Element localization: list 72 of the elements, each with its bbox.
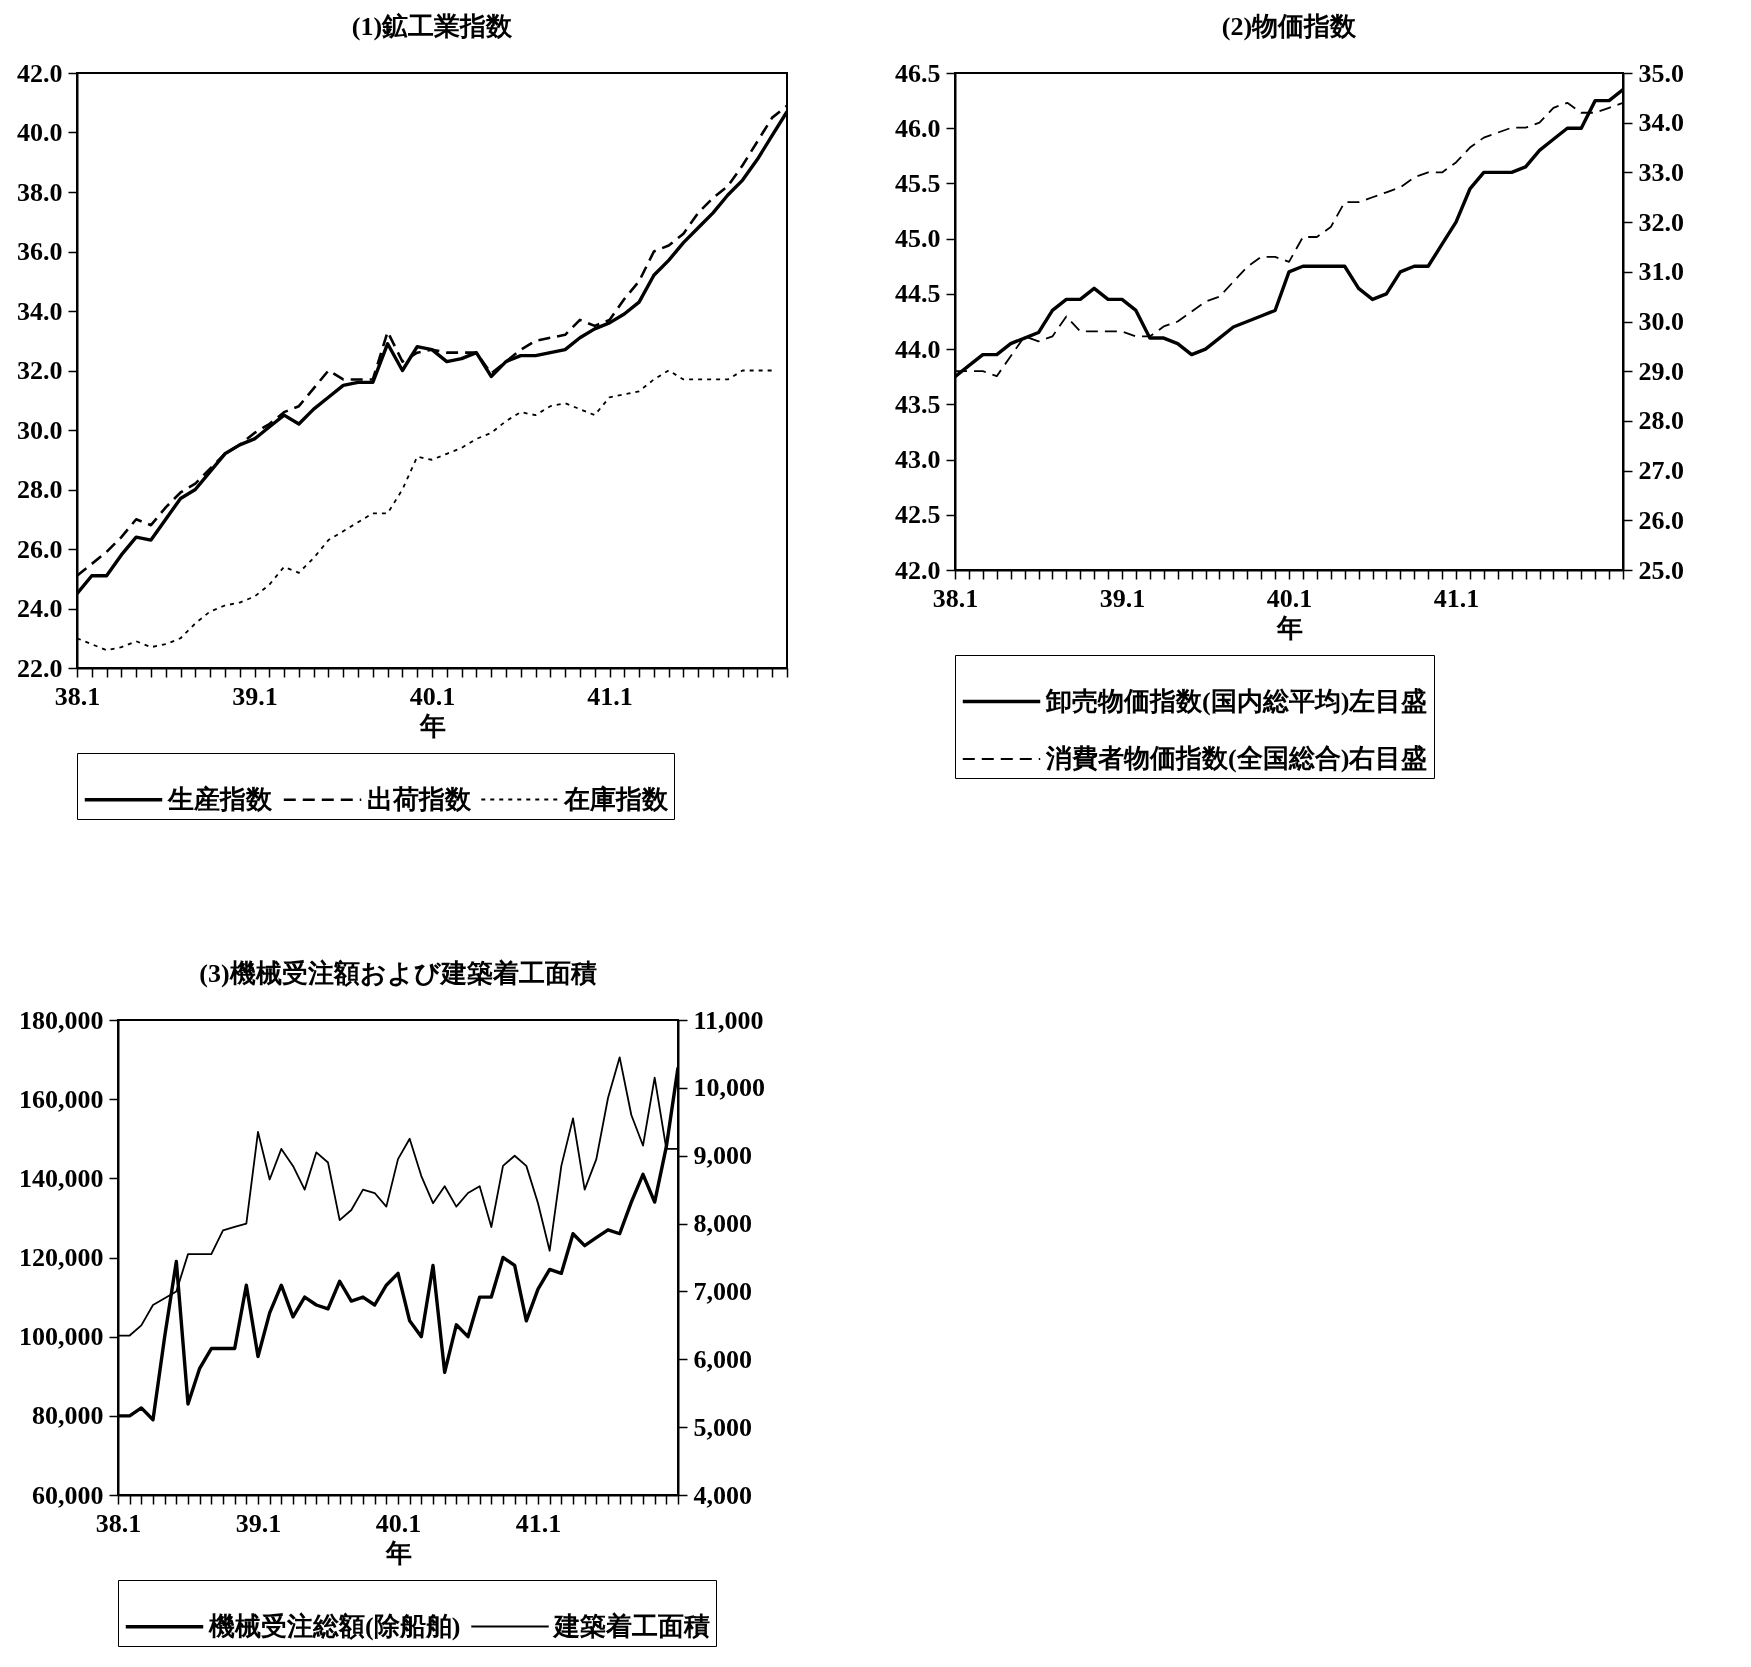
y2-tick-label: 32.0 [1638,207,1684,237]
y-tick-label: 44.0 [895,334,941,364]
chart-title: (3)機械受注額および建築着工面積 [199,959,597,988]
y-tick-label: 60,000 [32,1480,104,1510]
y2-tick-label: 35.0 [1638,58,1684,88]
y2-tick-label: 9,000 [693,1141,752,1171]
y2-tick-label: 4,000 [693,1480,752,1510]
y2-tick-label: 6,000 [693,1344,752,1374]
y-tick-label: 180,000 [19,1005,104,1035]
y-tick-label: 42.0 [17,58,63,88]
y-tick-label: 45.5 [895,168,941,198]
y2-tick-label: 7,000 [693,1276,752,1306]
y2-tick-label: 8,000 [693,1209,752,1239]
y2-tick-label: 26.0 [1638,505,1684,535]
x-tick-label: 40.1 [375,1508,422,1538]
x-axis-title: 年 [384,1538,412,1568]
y2-tick-label: 31.0 [1638,257,1684,287]
y2-tick-label: 25.0 [1638,555,1684,585]
legend-label: 建築着工面積 [552,1611,710,1641]
y-tick-label: 44.5 [895,279,941,309]
y-tick-label: 24.0 [17,594,63,623]
y-tick-label: 46.0 [895,113,941,143]
y2-tick-label: 29.0 [1638,356,1684,386]
legend-label: 出荷指数 [367,784,472,814]
y-tick-label: 32.0 [17,356,63,385]
x-axis-title: 年 [1275,613,1303,643]
y-tick-label: 120,000 [19,1243,104,1272]
legend-label: 生産指数 [167,784,273,814]
legend-label: 消費者物価指数(全国総合)右目盛 [1045,744,1428,773]
chart-title: (2)物価指数 [1221,12,1358,41]
x-tick-label: 38.1 [54,681,101,711]
y-tick-label: 42.0 [895,555,941,585]
y2-tick-label: 30.0 [1638,307,1684,336]
y2-tick-label: 33.0 [1638,157,1684,187]
y-tick-label: 46.5 [895,58,941,88]
x-tick-label: 41.1 [1433,583,1480,613]
y-tick-label: 80,000 [32,1401,104,1431]
y-tick-label: 40.0 [17,118,63,147]
y-tick-label: 38.0 [17,177,63,207]
y2-tick-label: 11,000 [693,1005,764,1035]
y-tick-label: 36.0 [17,237,63,266]
y-tick-label: 43.0 [895,445,941,475]
y2-tick-label: 10,000 [693,1073,765,1103]
y-tick-label: 28.0 [17,475,63,504]
x-tick-label: 41.1 [587,681,633,711]
y-tick-label: 42.5 [895,500,941,530]
legend-label: 卸売物価指数(国内総平均)左目盛 [1045,686,1428,716]
y-tick-label: 30.0 [17,415,63,445]
x-tick-label: 39.1 [235,1508,282,1538]
x-tick-label: 39.1 [232,681,278,711]
x-tick-label: 41.1 [515,1508,562,1538]
y2-tick-label: 5,000 [693,1412,752,1442]
y2-tick-label: 27.0 [1638,456,1684,486]
y-tick-label: 43.5 [895,389,941,419]
x-tick-label: 38.1 [932,583,979,613]
legend-label: 機械受注総額(除船舶) [208,1611,461,1641]
x-tick-label: 40.1 [1266,583,1313,613]
y-tick-label: 45.0 [895,224,941,254]
x-axis-title: 年 [418,711,446,741]
y-tick-label: 22.0 [17,653,63,683]
y2-tick-label: 34.0 [1638,108,1684,138]
x-tick-label: 39.1 [1099,583,1146,613]
y-tick-label: 140,000 [19,1163,104,1193]
y-tick-label: 160,000 [19,1084,104,1114]
y-tick-label: 26.0 [17,534,63,564]
legend-label: 在庫指数 [563,784,669,814]
y-tick-label: 34.0 [17,296,63,326]
chart-title: (1)鉱工業指数 [351,12,514,41]
y2-tick-label: 28.0 [1638,406,1684,436]
y-tick-label: 100,000 [19,1322,104,1352]
x-tick-label: 40.1 [409,681,456,711]
x-tick-label: 38.1 [95,1508,142,1538]
